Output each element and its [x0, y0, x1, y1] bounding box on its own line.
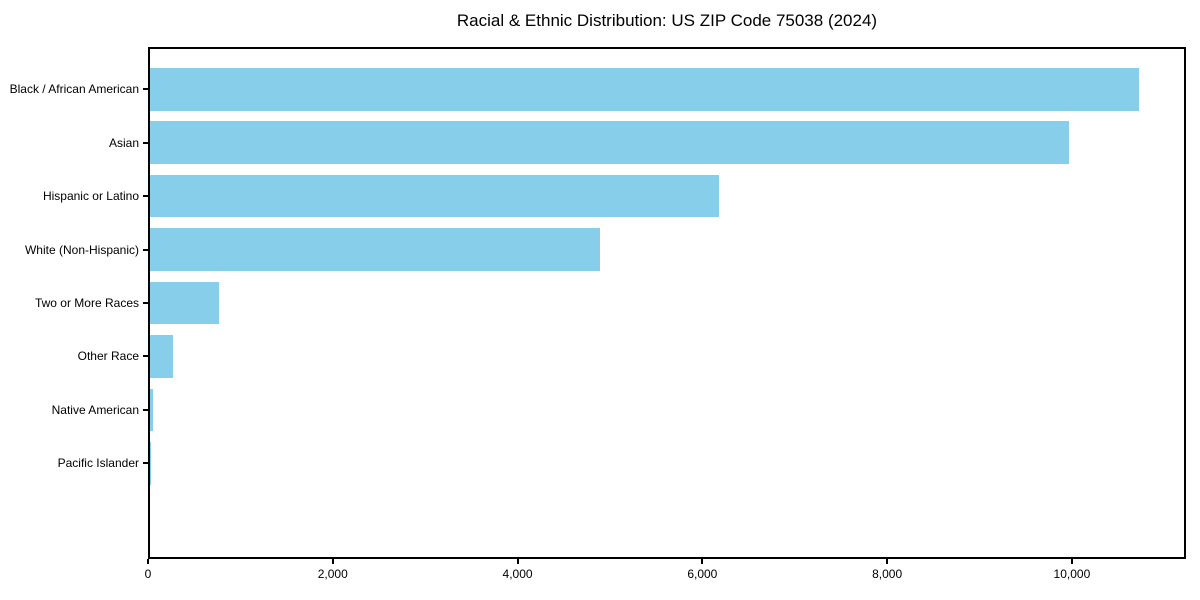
bar-white-non-hispanic: [150, 228, 600, 271]
y-axis-label-hispanic-or-latino: Hispanic or Latino: [42, 189, 139, 204]
y-axis-label-black-african-american: Black / African American: [9, 82, 139, 97]
x-tick: [1070, 559, 1073, 564]
y-axis-label-two-or-more-races: Two or More Races: [34, 296, 139, 310]
bar-pacific-islander: [150, 441, 151, 485]
y-tick: [143, 408, 148, 411]
x-tick: [147, 559, 149, 564]
x-tick-label: 4,000: [502, 567, 533, 581]
x-tick-label: 6,000: [687, 567, 718, 581]
y-tick: [143, 88, 148, 91]
y-axis-label-other-race: Other Race: [77, 349, 139, 364]
bar-asian: [150, 121, 1070, 165]
x-tick-label: 2,000: [317, 567, 348, 581]
x-tick-label: 10,000: [1053, 567, 1091, 581]
y-tick: [143, 141, 148, 144]
y-axis-label-asian: Asian: [108, 135, 139, 150]
y-tick: [143, 462, 148, 465]
plot-area: [148, 47, 1186, 559]
y-axis-label-white-non-hispanic: White (Non-Hispanic): [24, 242, 139, 257]
bar-other-race: [150, 335, 174, 378]
bar-native-american: [150, 388, 154, 432]
x-tick: [701, 559, 704, 564]
x-tick: [886, 559, 889, 564]
bar-hispanic-or-latino: [150, 174, 720, 218]
chart-title: Racial & Ethnic Distribution: US ZIP Cod…: [456, 11, 878, 30]
y-tick: [143, 355, 148, 358]
x-tick: [516, 559, 519, 564]
x-tick-label: 0: [144, 567, 152, 581]
y-tick: [143, 248, 148, 251]
bar-two-or-more-races: [150, 281, 220, 325]
x-tick: [331, 559, 334, 564]
y-tick: [143, 302, 148, 304]
y-tick: [143, 195, 148, 198]
y-axis-label-pacific-islander: Pacific Islander: [57, 456, 139, 471]
x-tick-label: 8,000: [872, 567, 903, 581]
bar-black-african-american: [150, 67, 1139, 111]
y-axis-label-native-american: Native American: [51, 402, 139, 417]
